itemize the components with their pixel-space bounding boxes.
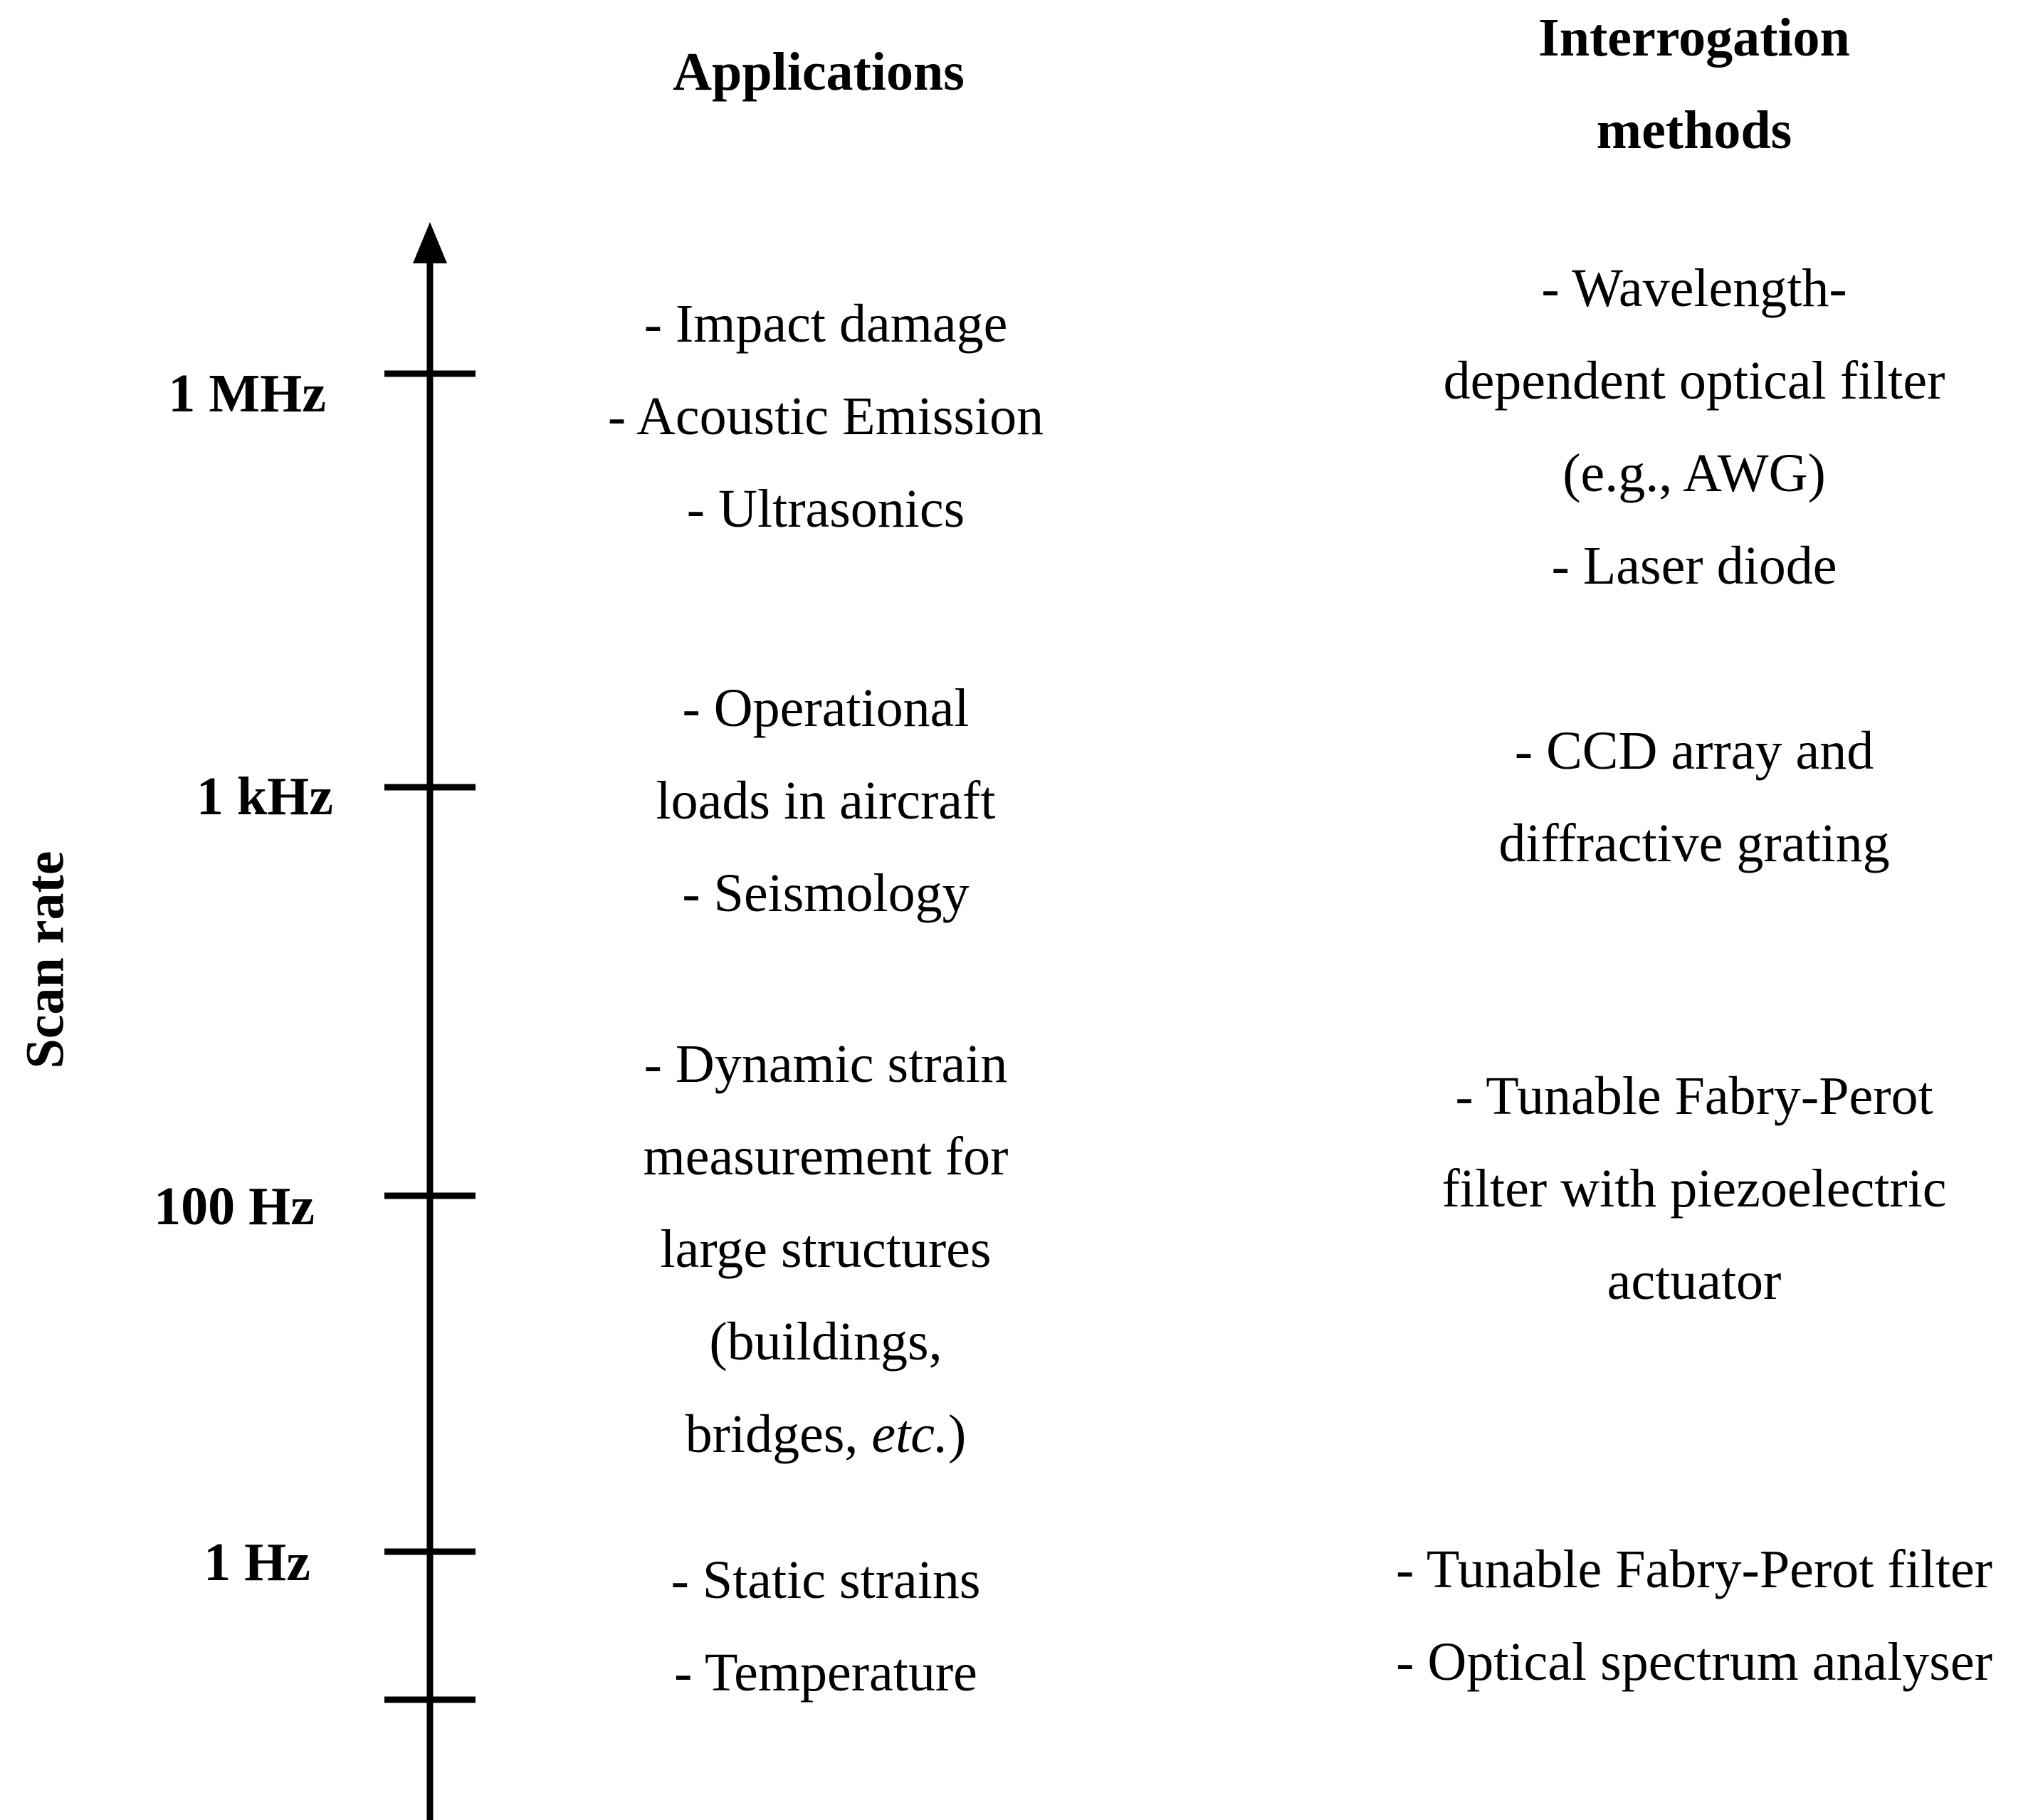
method-item: - Laser diode [1551, 536, 1837, 596]
methods-1mhz: - Wavelength- dependent optical filter (… [1338, 242, 2038, 612]
axis-arrowhead [413, 222, 447, 263]
application-item: bridges, etc.) [685, 1404, 967, 1464]
method-item: - Wavelength- [1541, 258, 1847, 318]
applications-1hz: - Static strains - Temperature [541, 1534, 1110, 1719]
tick-label-1khz: 1 kHz [196, 767, 333, 826]
method-item: filter with piezoelectric [1441, 1159, 1947, 1219]
applications-1mhz: - Impact damage - Acoustic Emission - Ul… [541, 278, 1110, 555]
interrogation-heading-line1: Interrogation [1538, 8, 1850, 68]
application-item: (buildings, [709, 1312, 942, 1372]
tick-label-1hz: 1 Hz [204, 1532, 310, 1592]
method-item: - Tunable Fabry-Perot filter [1395, 1540, 1992, 1599]
application-item: - Acoustic Emission [607, 386, 1044, 446]
methods-1khz: - CCD array and diffractive grating [1338, 705, 2038, 890]
application-item: loads in aircraft [656, 771, 996, 831]
interrogation-methods-heading: Interrogation methods [1445, 0, 1943, 177]
method-item: diffractive grating [1498, 814, 1890, 873]
application-item: - Impact damage [644, 294, 1008, 354]
method-item: actuator [1607, 1251, 1782, 1311]
tick-label-100hz: 100 Hz [154, 1177, 315, 1236]
application-item: large structures [660, 1219, 992, 1279]
methods-1hz: - Tunable Fabry-Perot filter - Optical s… [1338, 1523, 2038, 1708]
application-item: measurement for [643, 1127, 1009, 1187]
interrogation-heading-line2: methods [1596, 100, 1792, 160]
applications-heading: Applications [605, 26, 1032, 118]
methods-100hz: - Tunable Fabry-Perot filter with piezoe… [1338, 1050, 2038, 1327]
applications-heading-text: Applications [673, 42, 965, 102]
applications-1khz: - Operational loads in aircraft - Seismo… [541, 662, 1110, 940]
application-item: - Static strains [671, 1550, 981, 1610]
method-item: - CCD array and [1514, 721, 1874, 781]
application-item: - Seismology [682, 863, 970, 923]
applications-100hz: - Dynamic strain measurement for large s… [541, 1018, 1110, 1480]
application-item: - Dynamic strain [644, 1034, 1008, 1094]
application-item: - Ultrasonics [686, 479, 965, 539]
method-item: dependent optical filter [1443, 351, 1945, 411]
application-item: - Temperature [674, 1643, 977, 1703]
etc-italic: etc. [871, 1404, 948, 1464]
method-item: - Tunable Fabry-Perot [1455, 1066, 1933, 1126]
tick-label-1mhz: 1 MHz [168, 364, 326, 424]
method-item: - Optical spectrum analyser [1396, 1632, 1992, 1692]
application-item: - Operational [682, 678, 970, 738]
method-item: (e.g., AWG) [1562, 443, 1826, 503]
